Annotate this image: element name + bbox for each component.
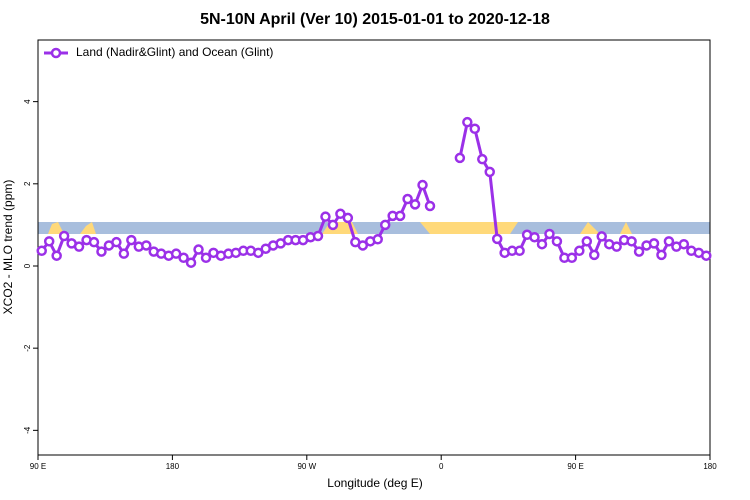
marker [648, 238, 660, 249]
marker [544, 228, 555, 240]
marker [312, 230, 324, 242]
y-tick-label: 4 [23, 99, 32, 104]
map-strip [38, 222, 710, 234]
marker [379, 219, 391, 231]
marker [253, 247, 264, 259]
marker [111, 236, 122, 248]
marker [141, 240, 152, 251]
marker [678, 238, 690, 250]
marker [200, 252, 212, 264]
x-tick-label: 90 E [567, 462, 583, 471]
marker [454, 152, 466, 164]
marker [581, 236, 593, 247]
marker [551, 236, 563, 247]
marker [462, 116, 473, 128]
marker [409, 199, 421, 210]
x-tick-label: 180 [703, 462, 717, 471]
x-tick-label: 90 W [297, 462, 316, 471]
y-axis-label: XCO2 - MLO trend (ppm) [1, 180, 15, 315]
legend-marker [50, 47, 62, 59]
marker [514, 245, 525, 257]
marker [36, 245, 47, 257]
marker [656, 249, 667, 261]
marker [73, 241, 85, 252]
marker [327, 219, 339, 231]
marker [633, 246, 645, 257]
x-axis-label: Longitude (deg E) [327, 476, 422, 490]
marker [469, 123, 481, 135]
x-tick-label: 180 [166, 462, 180, 471]
marker [491, 233, 503, 245]
y-tick-label: 2 [23, 181, 32, 186]
marker [663, 236, 675, 247]
marker [51, 250, 62, 261]
x-tick-label: 90 E [30, 462, 46, 471]
y-tick-label: 0 [23, 263, 32, 268]
series-line [458, 119, 707, 260]
marker [193, 244, 204, 255]
marker [596, 231, 607, 242]
marker [58, 230, 70, 242]
marker [611, 241, 622, 252]
marker [357, 240, 369, 251]
marker [178, 252, 189, 264]
marker [320, 211, 331, 222]
marker [126, 234, 137, 246]
marker [372, 234, 383, 245]
y-tick-label: -4 [23, 426, 32, 434]
marker [43, 236, 55, 247]
marker [566, 252, 578, 264]
marker [626, 236, 637, 247]
marker [536, 238, 548, 250]
marker [477, 153, 488, 165]
marker [589, 249, 600, 261]
marker [394, 210, 406, 222]
marker [424, 200, 436, 212]
marker [96, 246, 107, 257]
marker [574, 245, 585, 257]
marker [185, 257, 197, 268]
marker [484, 166, 495, 178]
legend: Land (Nadir&Glint) and Ocean (Glint) [44, 45, 273, 59]
legend-label: Land (Nadir&Glint) and Ocean (Glint) [76, 45, 273, 59]
marker [529, 231, 540, 243]
y-tick-label: -2 [23, 344, 32, 352]
marker [335, 208, 346, 220]
marker [118, 248, 130, 259]
marker [88, 236, 100, 248]
marker [402, 193, 413, 205]
marker [417, 179, 428, 191]
chart-title: 5N-10N April (Ver 10) 2015-01-01 to 2020… [200, 11, 550, 28]
marker [342, 212, 354, 224]
marker [701, 250, 712, 261]
marker [170, 248, 182, 259]
x-tick-label: 0 [439, 462, 444, 471]
